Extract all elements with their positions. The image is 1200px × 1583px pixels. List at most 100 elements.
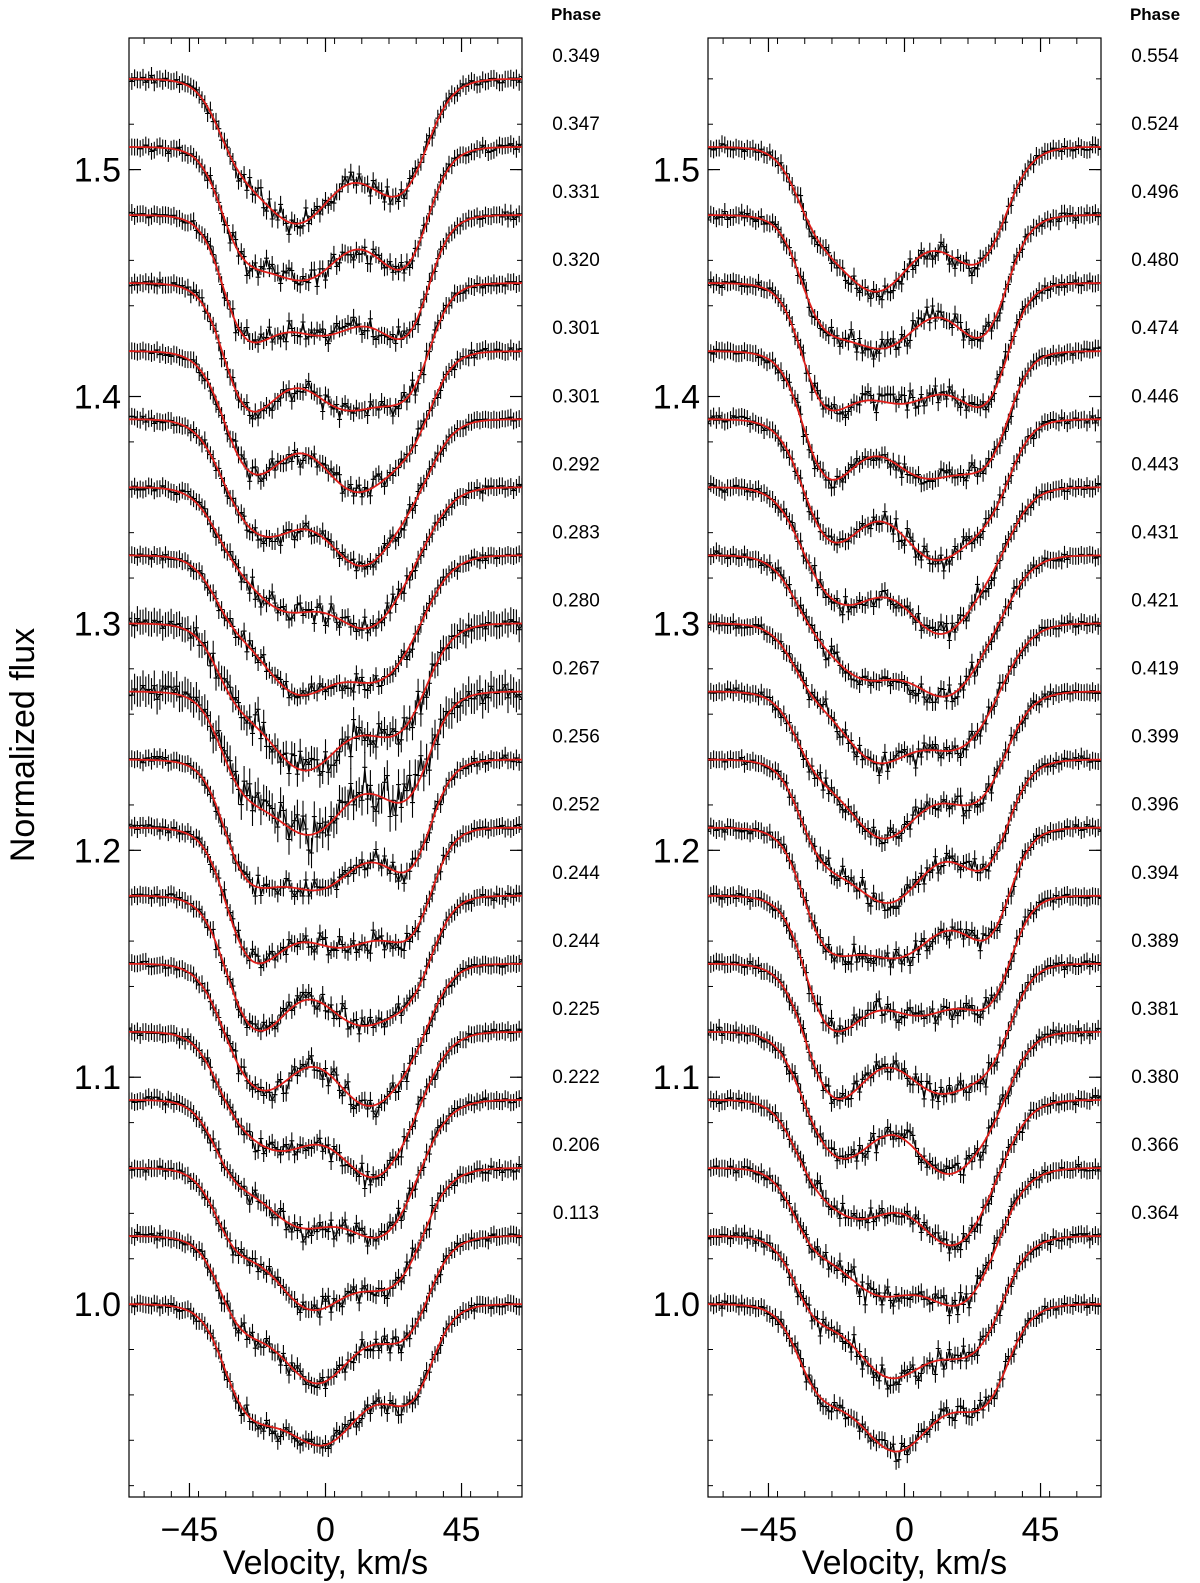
observed-error-markers: [708, 542, 1101, 711]
model-profile-line: [708, 350, 1101, 481]
phase-spectrum: [129, 884, 522, 1043]
phase-label: 0.474: [1131, 318, 1179, 339]
model-profile-line: [129, 78, 522, 225]
x-tick-label: 45: [443, 1511, 481, 1549]
y-tick-label: 1.2: [653, 832, 700, 870]
observed-error-markers: [129, 1088, 522, 1255]
phase-spectrum: [708, 816, 1101, 976]
phase-spectrum: [708, 475, 1101, 649]
phase-label: 0.446: [1131, 386, 1179, 407]
model-profile-line: [129, 554, 522, 697]
model-profile-line: [708, 962, 1101, 1100]
phase-label: 0.394: [1131, 863, 1179, 884]
phase-spectrum: [708, 338, 1101, 497]
phase-spectrum: [708, 885, 1101, 1045]
phase-label: 0.389: [1131, 931, 1179, 952]
y-axis-label: Normalized flux: [4, 628, 42, 862]
left-panel: 1.0 1.1 1.2 1.3 1.4 1.5 −45 0 45 Velocity, km/s Ph…: [74, 5, 601, 1582]
model-profile-line: [708, 486, 1101, 635]
model-profile-line: [708, 214, 1101, 350]
model-profile-line: [708, 894, 1101, 1033]
phase-header: Phase: [1130, 5, 1180, 24]
phase-label: 0.347: [552, 114, 600, 135]
x-tick-label: 45: [1022, 1511, 1060, 1549]
phase-spectrum: [129, 815, 522, 976]
phase-label: 0.349: [552, 46, 600, 67]
phase-spectrum: [708, 952, 1101, 1112]
phase-spectrum: [129, 605, 522, 788]
phase-label: 0.301: [552, 386, 600, 407]
phase-label: 0.244: [552, 863, 600, 884]
observed-error-markers: [708, 407, 1101, 580]
x-tick-label: 0: [316, 1511, 335, 1549]
observed-error-markers: [129, 1156, 522, 1326]
phase-spectrum: [129, 135, 522, 295]
model-profile-line: [129, 826, 522, 965]
y-tick-label: 1.5: [74, 152, 121, 190]
model-profile-line: [129, 1303, 522, 1447]
y-tick-label: 1.2: [74, 832, 121, 870]
x-tick-label: −45: [740, 1511, 798, 1549]
observed-error-markers: [129, 271, 522, 428]
model-profile-line: [129, 350, 522, 494]
phase-label: 0.283: [552, 522, 600, 543]
observed-error-markers: [129, 884, 522, 1043]
phase-label: 0.396: [1131, 795, 1179, 816]
model-profile-line: [708, 282, 1101, 412]
phase-label: 0.419: [1131, 659, 1179, 680]
phase-spectrum: [129, 1088, 522, 1255]
phase-spectrum: [129, 1019, 522, 1197]
phase-label: 0.331: [552, 182, 600, 203]
phase-label: 0.524: [1131, 114, 1179, 135]
phase-spectrum: [708, 407, 1101, 580]
model-profile-line: [708, 1031, 1101, 1175]
model-profile-line: [129, 1167, 522, 1312]
phase-header: Phase: [551, 5, 601, 24]
phase-spectrum: [708, 1087, 1101, 1262]
y-tick-label: 1.3: [653, 605, 700, 643]
phase-label: 0.364: [1131, 1203, 1179, 1224]
phase-label: 0.252: [552, 795, 600, 816]
y-tick-label: 1.4: [74, 379, 121, 417]
phase-label: 0.280: [552, 590, 600, 611]
observed-profile-line: [708, 1300, 1101, 1463]
phase-label: 0.399: [1131, 727, 1179, 748]
y-tick-label: 1.3: [74, 605, 121, 643]
x-axis-label: Velocity, km/s: [802, 1544, 1007, 1582]
model-profile-line: [129, 214, 522, 344]
model-profile-line: [708, 1099, 1101, 1247]
phase-spectrum: [708, 203, 1101, 368]
observed-error-markers: [708, 1018, 1101, 1184]
x-tick-label: −45: [161, 1511, 219, 1549]
y-tick-label: 1.1: [74, 1059, 121, 1097]
y-tick-label: 1.0: [653, 1286, 700, 1324]
y-tick-label: 1.1: [653, 1059, 700, 1097]
model-profile-line: [708, 690, 1101, 840]
x-tick-label: 0: [895, 1511, 914, 1549]
phase-label: 0.366: [1131, 1135, 1179, 1156]
model-profile-line: [129, 962, 522, 1107]
model-profile-line: [708, 554, 1101, 698]
phase-spectrum: [129, 1294, 522, 1457]
phase-spectrum: [708, 612, 1101, 784]
phase-spectrum: [708, 1224, 1101, 1398]
x-axis-label: Velocity, km/s: [223, 1544, 428, 1582]
model-profile-line: [129, 1235, 522, 1385]
phase-spectrum: [129, 746, 522, 905]
phase-label: 0.292: [552, 454, 600, 475]
observed-error-markers: [708, 1292, 1101, 1470]
y-tick-label: 1.4: [653, 379, 700, 417]
phase-spectrum: [708, 542, 1101, 711]
phase-spectrum: [708, 1292, 1101, 1470]
observed-error-markers: [708, 338, 1101, 497]
phase-spectrum: [129, 545, 522, 707]
model-profile-line: [129, 894, 522, 1032]
model-profile-line: [708, 418, 1101, 562]
model-profile-line: [129, 758, 522, 892]
phase-spectrum: [129, 951, 522, 1126]
phase-spectrum: [129, 1156, 522, 1326]
phase-spectrum: [129, 475, 522, 642]
observed-error-markers: [129, 339, 522, 506]
phase-label: 0.206: [552, 1135, 600, 1156]
